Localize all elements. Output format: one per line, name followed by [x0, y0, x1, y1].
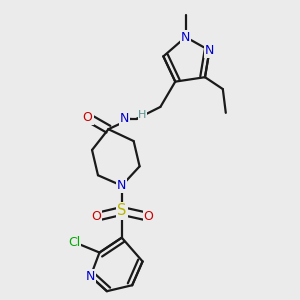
Text: O: O	[144, 210, 154, 224]
Text: O: O	[82, 111, 92, 124]
Text: Cl: Cl	[68, 236, 80, 249]
Text: N: N	[120, 112, 129, 125]
Text: N: N	[117, 179, 127, 192]
Text: N: N	[181, 31, 190, 44]
Text: H: H	[138, 110, 146, 120]
Text: S: S	[117, 203, 127, 218]
Text: O: O	[92, 210, 101, 224]
Text: N: N	[205, 44, 214, 57]
Text: N: N	[86, 270, 95, 283]
